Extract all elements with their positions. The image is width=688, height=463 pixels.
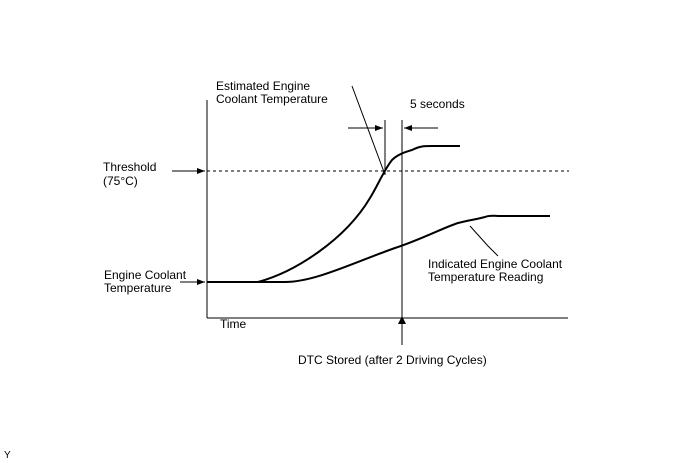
estimated-temperature-curve <box>207 145 460 283</box>
estimated-label-line1: Estimated Engine <box>216 79 311 93</box>
corner-mark: Y <box>4 450 11 461</box>
indicated-label-line1: Indicated Engine Coolant <box>428 257 563 271</box>
y-axis-label-line1: Engine Coolant <box>104 268 187 282</box>
threshold-label-line1: Threshold <box>103 160 157 174</box>
estimated-label-line2: Coolant Temperature <box>216 92 328 106</box>
five-seconds-label: 5 seconds <box>410 97 465 111</box>
indicated-label-line2: Temperature Reading <box>428 270 544 284</box>
indicated-label-leader <box>469 225 499 257</box>
dtc-arrow-head <box>398 316 406 324</box>
threshold-label-line2: (75°C) <box>103 174 138 188</box>
dtc-stored-label: DTC Stored (after 2 Driving Cycles) <box>298 353 487 367</box>
y-axis-label-line2: Temperature <box>104 281 172 295</box>
estimated-label-leader <box>351 85 385 173</box>
indicated-temperature-curve <box>207 214 550 283</box>
x-axis-label: Time <box>220 317 247 331</box>
